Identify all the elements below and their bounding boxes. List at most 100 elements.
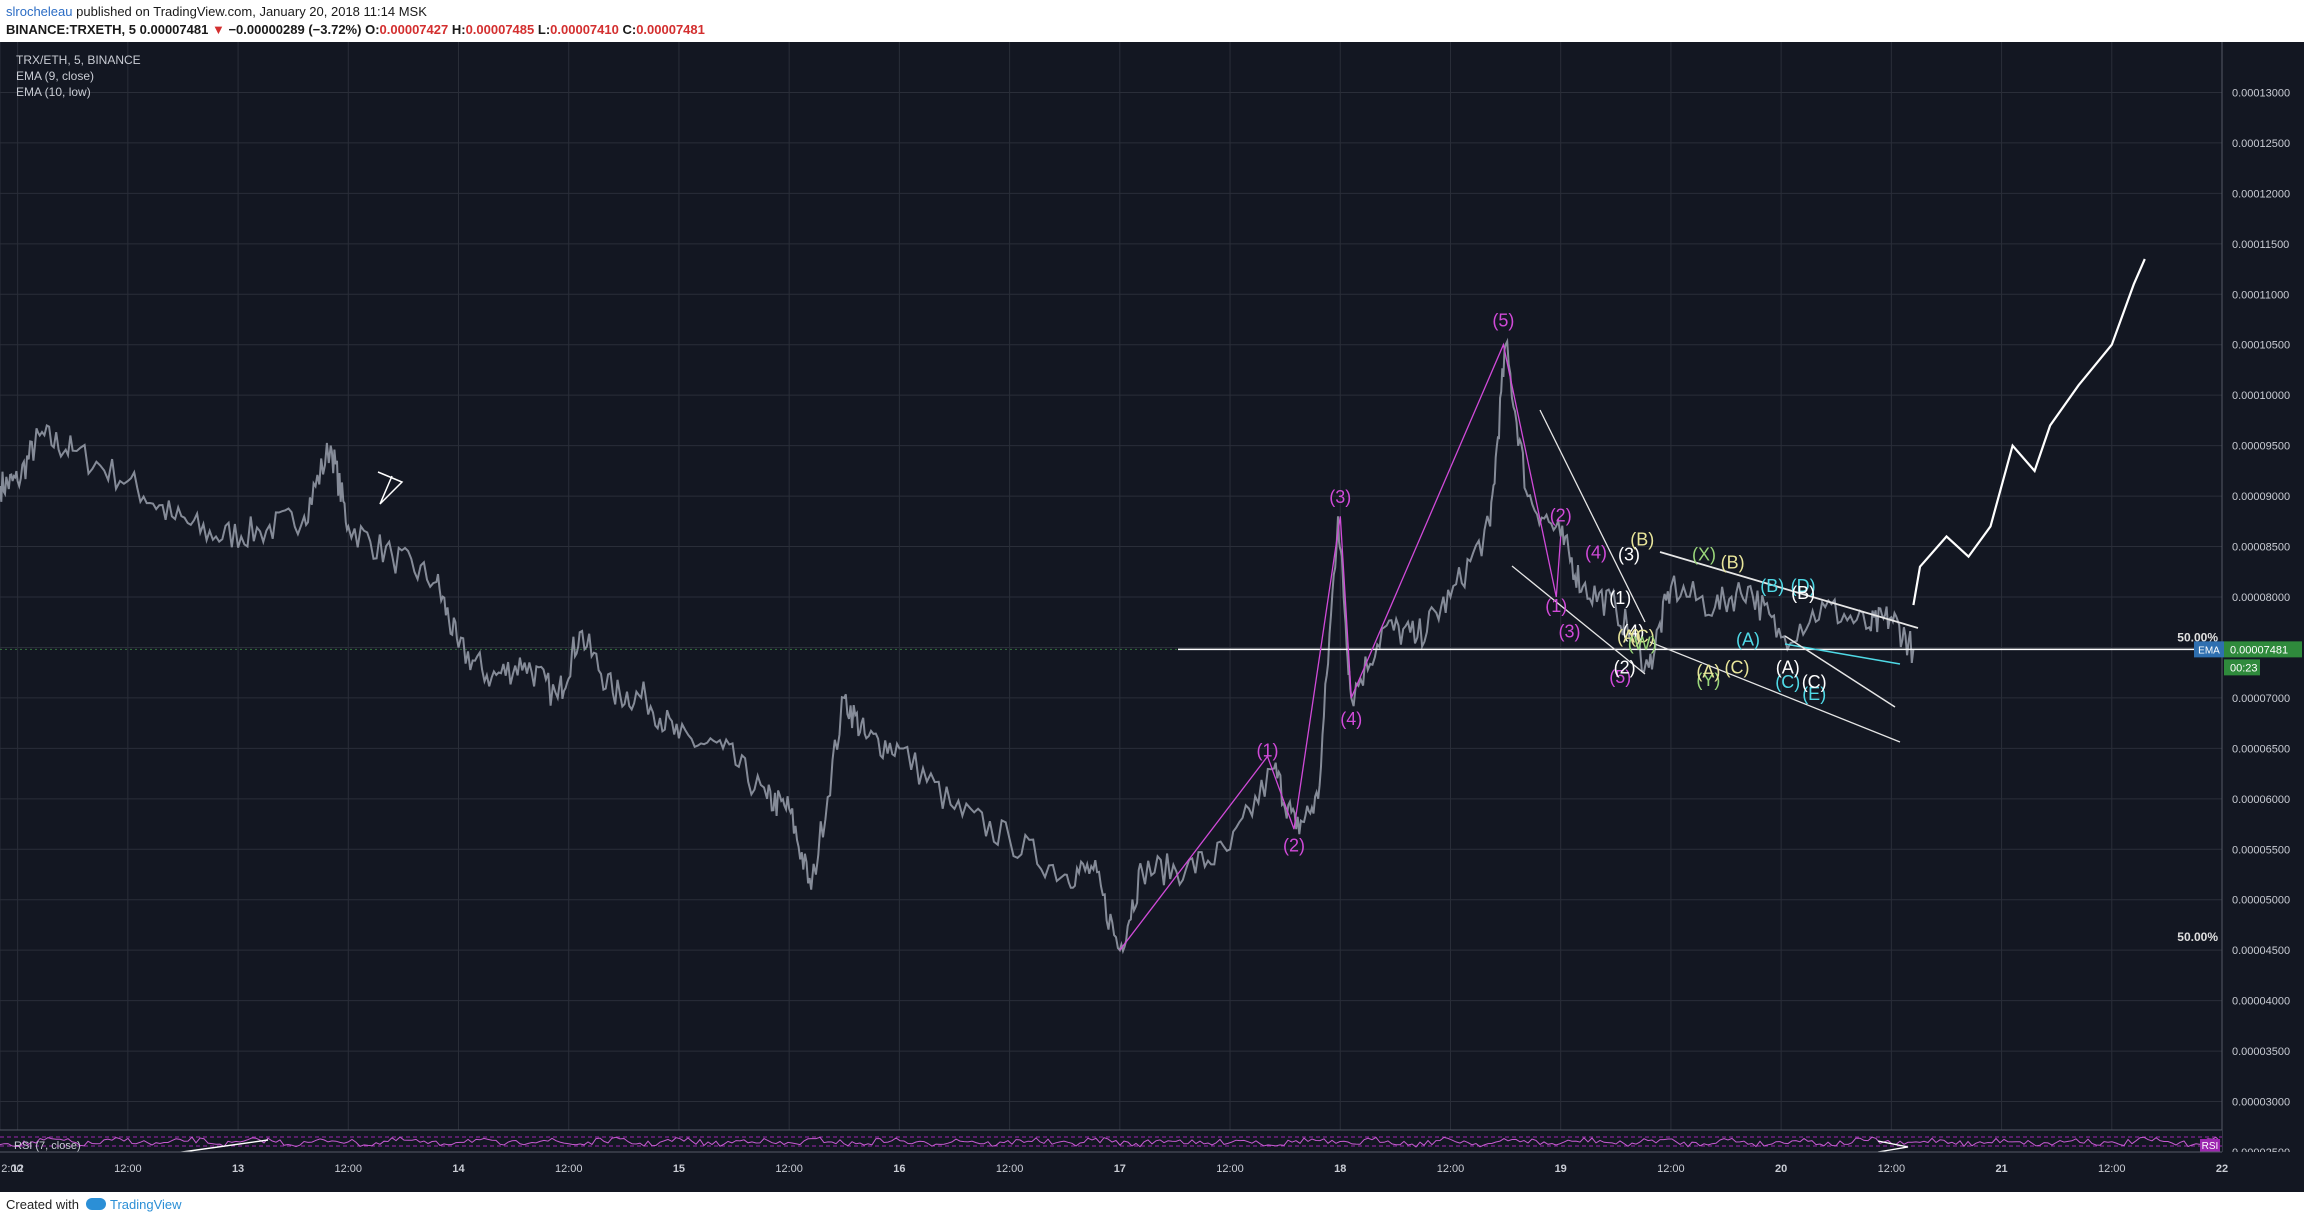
wave-label: (A) <box>1696 662 1720 682</box>
wave-label: (1) <box>1609 588 1631 608</box>
symbol-label: BINANCE:TRXETH, 5 <box>6 22 137 37</box>
x-tick-label: 12:00 <box>1216 1163 1244 1175</box>
price-change: −0.00000289 (−3.72%) <box>228 22 362 37</box>
y-tick-label: 0.00006000 <box>2232 794 2290 806</box>
chart-header: slrocheleau published on TradingView.com… <box>0 0 2304 42</box>
wave-label: (2) <box>1283 835 1305 855</box>
footer-text: Created with <box>6 1197 79 1212</box>
high-value: 0.00007485 <box>465 22 535 37</box>
svg-text:RSI: RSI <box>2202 1141 2219 1152</box>
wave-label: (X) <box>1692 545 1716 565</box>
x-tick-label: 12:00 <box>1878 1163 1906 1175</box>
wave-label: (3) <box>1618 545 1640 565</box>
y-tick-label: 0.00011000 <box>2232 289 2289 301</box>
wave-label: (C) <box>1775 672 1800 692</box>
x-tick-label: 21 <box>1995 1163 2007 1175</box>
fib-level-label: 50.00% <box>2177 630 2218 644</box>
wave-label: (E) <box>1802 684 1826 704</box>
wave-label: (5) <box>1609 667 1631 687</box>
wave-label: (4) <box>1340 709 1362 729</box>
price-badge-text: 0.00007481 <box>2230 644 2288 656</box>
x-tick-label: 20 <box>1775 1163 1787 1175</box>
projection-path <box>1912 258 2146 606</box>
x-tick-label: 12:00 <box>335 1163 363 1175</box>
wave-label: (A) <box>1776 658 1800 678</box>
close-label: C: <box>622 22 637 37</box>
y-tick-label: 0.00011500 <box>2232 239 2289 251</box>
x-tick-label: 16 <box>893 1163 905 1175</box>
y-tick-label: 0.00006500 <box>2232 743 2290 755</box>
y-tick-label: 0.00004500 <box>2232 945 2290 957</box>
y-tick-label: 0.00007000 <box>2232 693 2290 705</box>
wave-label: (B) <box>1760 576 1784 596</box>
x-tick-label: 22 <box>2216 1163 2228 1175</box>
close-value: 0.00007481 <box>636 22 705 37</box>
wave-label: (A) <box>1736 629 1760 649</box>
wave-label: (Y) <box>1696 670 1720 690</box>
y-tick-label: 0.00010500 <box>2232 340 2290 352</box>
y-tick-label: 0.00003000 <box>2232 1097 2290 1109</box>
y-tick-label: 0.00012000 <box>2232 188 2290 200</box>
y-tick-label: 0.00005500 <box>2232 844 2290 856</box>
low-label: L: <box>537 22 551 37</box>
wave-label: (B) <box>1721 553 1745 573</box>
wave-labels: (1) (2) (3) (4) (5) (1) (2) (3) (4) (5) (1) (2) (3) (… <box>1257 311 1827 856</box>
price-axis[interactable]: 0.00013000 0.00012500 0.00012000 0.00011500… <box>2194 42 2304 1159</box>
y-tick-label: 0.00005000 <box>2232 895 2290 907</box>
y-tick-label: 0.00013000 <box>2232 87 2290 99</box>
y-tick-label: 0.00008000 <box>2232 592 2290 604</box>
x-tick-label: 17 <box>1114 1163 1126 1175</box>
wave-label: (2) <box>1550 505 1572 525</box>
x-tick-label: 18 <box>1334 1163 1346 1175</box>
grid-lines <box>0 42 2223 1153</box>
ema-badge <box>2194 641 2224 658</box>
chart-background <box>0 42 2304 1192</box>
wave-label: (1) <box>1545 596 1567 616</box>
price-series-line <box>0 337 1915 955</box>
ema-badge-label: EMA <box>2198 645 2220 656</box>
x-tick-label: 14 <box>452 1163 465 1175</box>
time-axis[interactable]: 2:0012 12:00 13 12:00 14 12:00 15 12:00 16 12:00 1… <box>0 1151 2304 1192</box>
legend-rsi: RSI (7, close) <box>14 1140 81 1152</box>
wave-label: (3) <box>1329 487 1351 507</box>
tradingview-logo[interactable]: TradingView <box>86 1197 182 1212</box>
trend-channels <box>377 409 1919 743</box>
x-tick-label: 12:00 <box>2098 1163 2126 1175</box>
x-tick-label: 19 <box>1555 1163 1567 1175</box>
brand-name: TradingView <box>110 1197 182 1212</box>
high-label: H: <box>451 22 466 37</box>
wave-label: (5) <box>1492 311 1514 331</box>
last-price: 0.00007481 <box>139 22 209 37</box>
cloud-icon <box>86 1198 106 1210</box>
wave-label: (3) <box>1559 621 1581 641</box>
open-value: 0.00007427 <box>379 22 449 37</box>
legend-ema9: EMA (9, close) <box>16 69 95 83</box>
y-tick-label: 0.00012500 <box>2232 138 2290 150</box>
wave-label: (W) <box>1628 633 1657 653</box>
fib-levels: 50.00% 50.00% <box>2177 630 2218 944</box>
y-tick-label: 0.00009000 <box>2232 491 2290 503</box>
y-tick-label: 0.00003500 <box>2232 1046 2290 1058</box>
legend-ema10: EMA (10, low) <box>16 85 91 99</box>
x-tick-label: 12:00 <box>114 1163 142 1175</box>
countdown-text: 00:23 <box>2230 662 2258 674</box>
y-tick-label: 0.00008500 <box>2232 542 2290 554</box>
wave-label: (4) <box>1622 621 1644 641</box>
open-label: O: <box>365 22 380 37</box>
price-badge <box>2224 641 2302 658</box>
wave-label: (1) <box>1257 740 1279 760</box>
x-tick-label: 13 <box>232 1163 244 1175</box>
x-tick-label: 12:00 <box>1437 1163 1465 1175</box>
footer: Created with TradingView <box>0 1192 2304 1218</box>
price-chart[interactable]: 50.00% 50.00% (1) (2) (3) (4) (5) (1) (2) (3) (4)… <box>0 42 2304 1192</box>
wave-label: (C) <box>1802 672 1827 692</box>
x-tick-label: 2:00 <box>1 1163 22 1175</box>
impulse-wave-path <box>1119 342 1562 951</box>
fib-level-label: 50.00% <box>2177 930 2218 944</box>
published-text: published on TradingView.com, January 20… <box>76 4 427 19</box>
countdown-badge <box>2224 659 2260 676</box>
y-tick-label: 0.00009500 <box>2232 441 2290 453</box>
author-link[interactable]: slrocheleau <box>6 4 73 19</box>
rsi-pane[interactable]: RSI <box>0 1129 2222 1155</box>
wave-label: (2) <box>1614 658 1636 678</box>
